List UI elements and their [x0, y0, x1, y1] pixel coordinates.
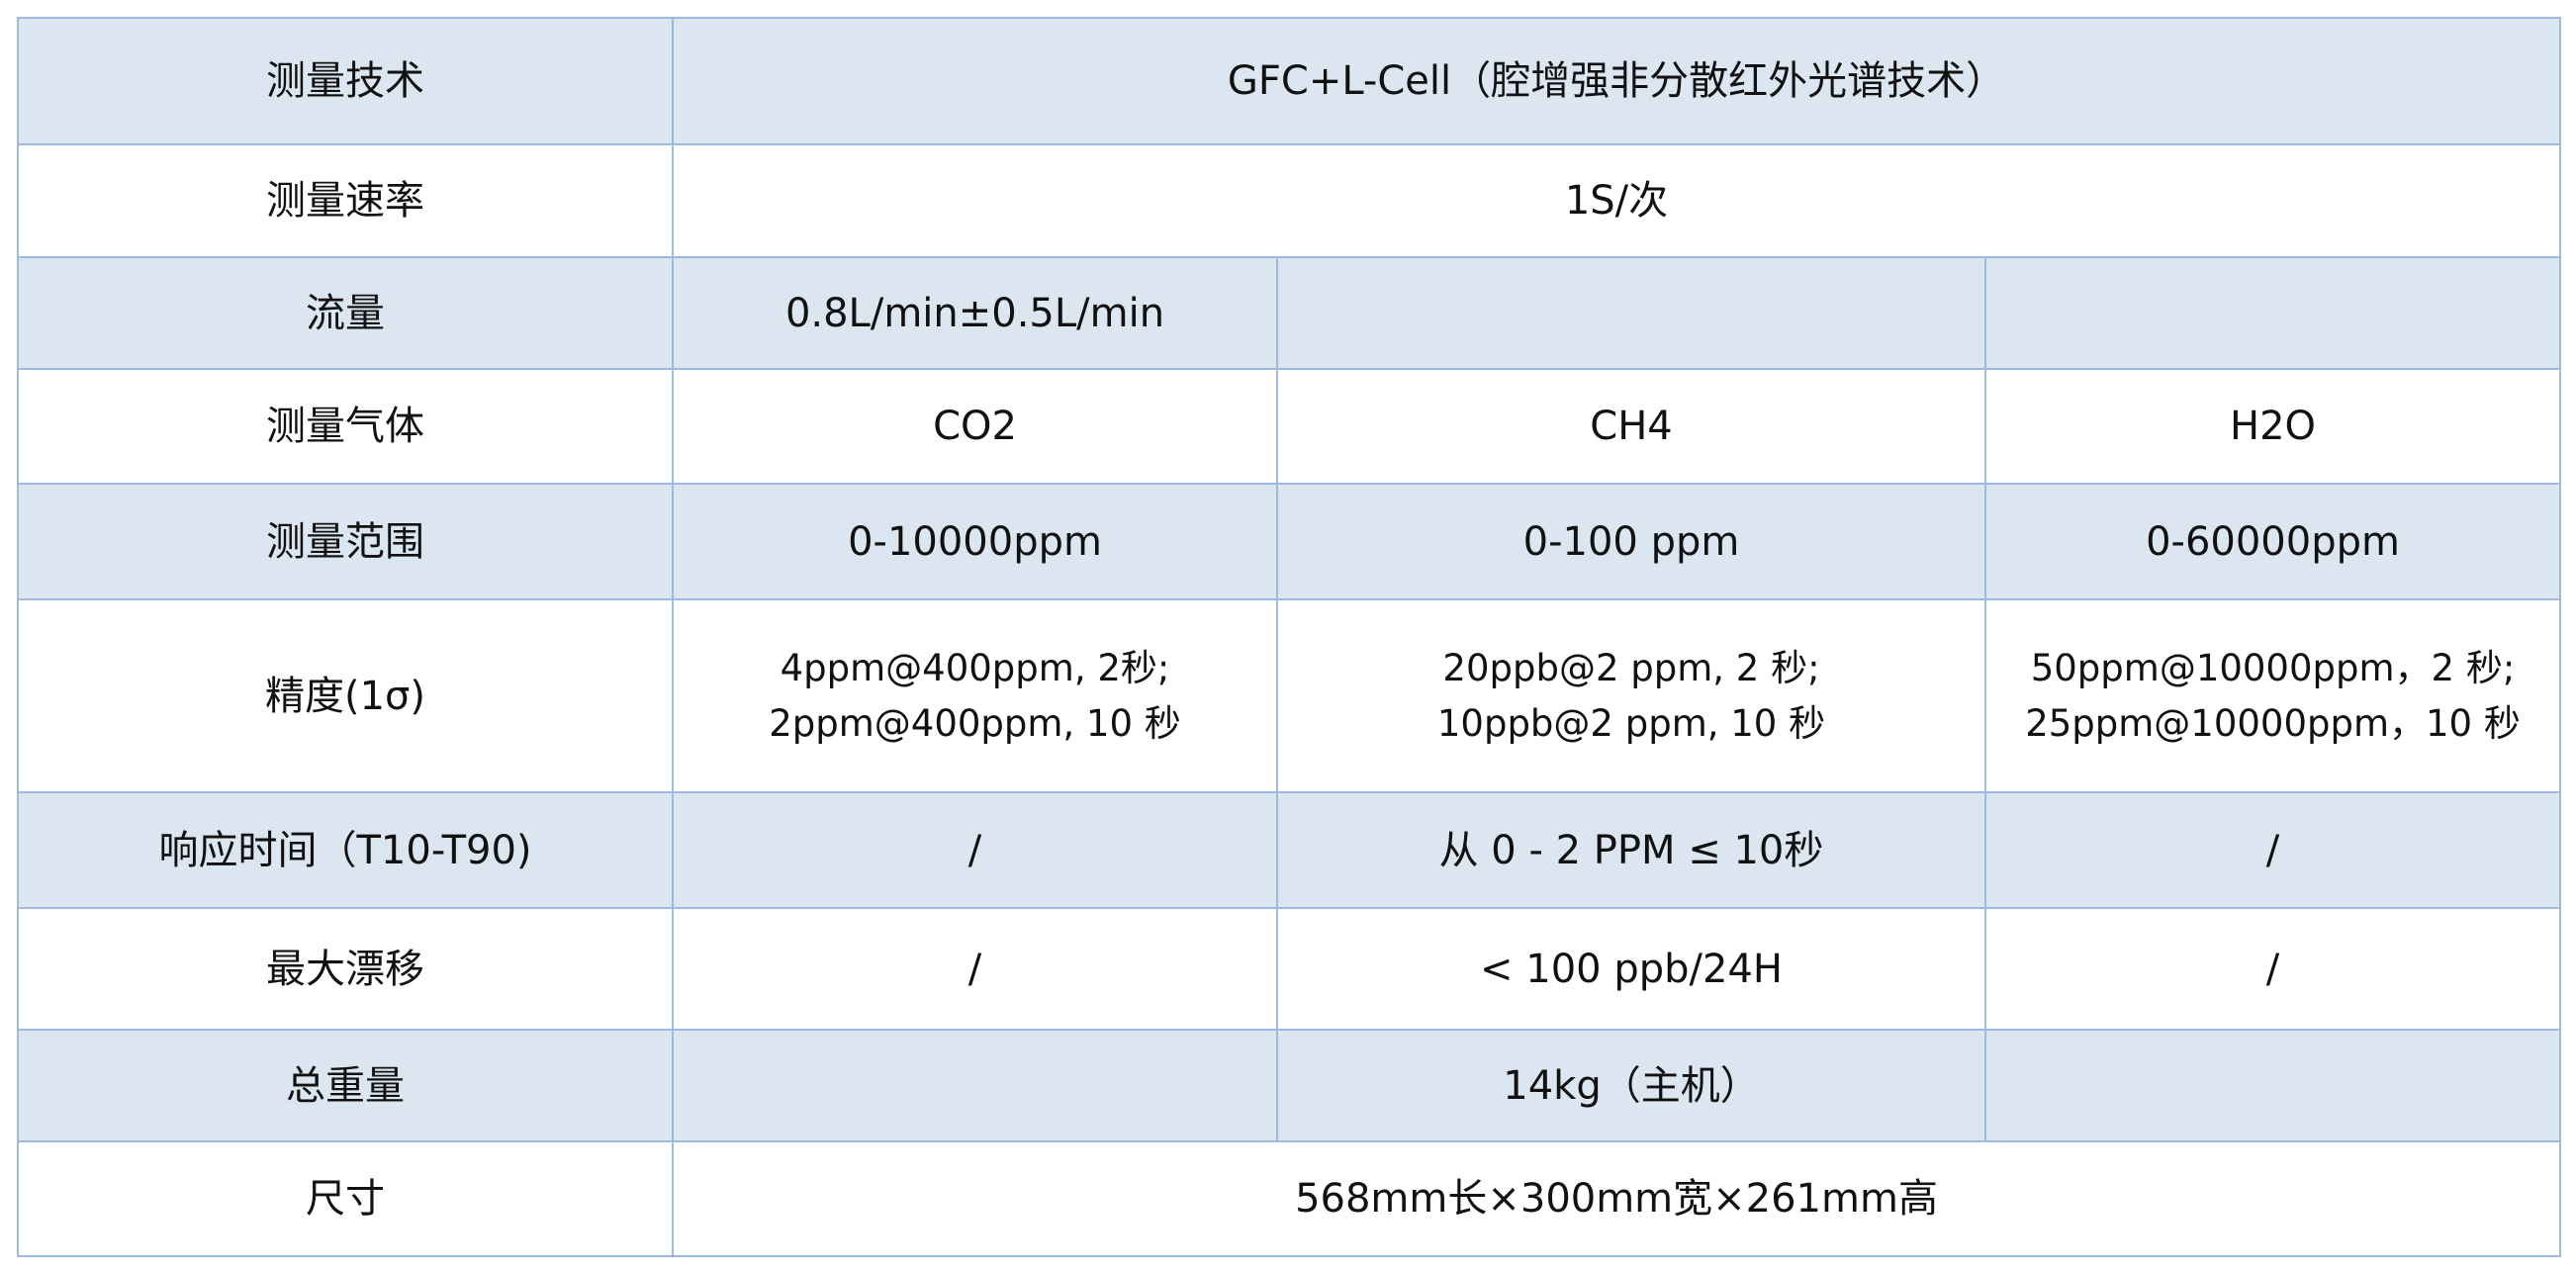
- cell-co2: 0-10000ppm: [672, 483, 1278, 600]
- cell-ch4: 20ppb@2 ppm, 2 秒; 10ppb@2 ppm, 10 秒: [1276, 598, 1986, 793]
- cell-ch4: < 100 ppb/24H: [1276, 907, 1986, 1031]
- table-row: 测量范围 0-10000ppm 0-100 ppm 0-60000ppm: [17, 483, 2562, 600]
- cell-ch4: 14kg（主机）: [1276, 1029, 1986, 1142]
- row-label: 最大漂移: [17, 907, 674, 1031]
- cell-ch4: 从 0 - 2 PPM ≤ 10秒: [1276, 791, 1986, 909]
- cell-co2: 0.8L/min±0.5L/min: [672, 256, 1278, 370]
- cell-value: 1S/次: [671, 143, 2562, 258]
- line: 50ppm@10000ppm，2 秒;: [2030, 647, 2516, 689]
- row-label: 尺寸: [17, 1140, 674, 1257]
- cell-h2o: 0-60000ppm: [1983, 483, 2562, 600]
- row-label: 精度(1σ): [17, 598, 674, 793]
- row-label: 流量: [17, 256, 674, 370]
- cell-ch4: [1276, 256, 1986, 370]
- row-label: 测量范围: [17, 483, 674, 600]
- spec-table: 测量技术 GFC+L-Cell（腔增强非分散红外光谱技术） 测量速率 1S/次 …: [17, 17, 2562, 1257]
- cell-h2o: 50ppm@10000ppm，2 秒; 25ppm@10000ppm，10 秒: [1983, 598, 2562, 793]
- table-row: 测量技术 GFC+L-Cell（腔增强非分散红外光谱技术）: [17, 17, 2562, 145]
- cell-value: GFC+L-Cell（腔增强非分散红外光谱技术）: [671, 17, 2562, 145]
- table-row: 测量气体 CO2 CH4 H2O: [17, 368, 2562, 485]
- row-label: 测量技术: [17, 17, 674, 145]
- cell-h2o: H2O: [1983, 368, 2562, 485]
- table-row: 总重量 14kg（主机）: [17, 1029, 2562, 1142]
- line: 25ppm@10000ppm，10 秒: [2025, 701, 2521, 745]
- table-row: 测量速率 1S/次: [17, 143, 2562, 258]
- cell-co2: /: [672, 907, 1278, 1031]
- table-row: 最大漂移 / < 100 ppb/24H /: [17, 907, 2562, 1031]
- row-label: 测量速率: [17, 143, 674, 258]
- row-label: 总重量: [17, 1029, 674, 1142]
- cell-co2: /: [672, 791, 1278, 909]
- cell-h2o: [1983, 1029, 2562, 1142]
- line: 4ppm@400ppm, 2秒;: [780, 647, 1170, 689]
- row-label: 响应时间（T10-T90): [17, 791, 674, 909]
- table-row: 响应时间（T10-T90) / 从 0 - 2 PPM ≤ 10秒 /: [17, 791, 2562, 909]
- line: 2ppm@400ppm, 10 秒: [769, 701, 1181, 745]
- cell-h2o: /: [1983, 907, 2562, 1031]
- table-row: 流量 0.8L/min±0.5L/min: [17, 256, 2562, 370]
- cell-co2: [672, 1029, 1278, 1142]
- line: 20ppb@2 ppm, 2 秒;: [1442, 647, 1820, 689]
- cell-ch4: 0-100 ppm: [1276, 483, 1986, 600]
- cell-h2o: [1983, 256, 2562, 370]
- cell-co2: 4ppm@400ppm, 2秒; 2ppm@400ppm, 10 秒: [672, 598, 1278, 793]
- row-label: 测量气体: [17, 368, 674, 485]
- table-row: 精度(1σ) 4ppm@400ppm, 2秒; 2ppm@400ppm, 10 …: [17, 598, 2562, 793]
- cell-co2: CO2: [672, 368, 1278, 485]
- cell-h2o: /: [1983, 791, 2562, 909]
- line: 10ppb@2 ppm, 10 秒: [1436, 701, 1826, 745]
- table-row: 尺寸 568mm长×300mm宽×261mm高: [17, 1140, 2562, 1257]
- cell-value: 568mm长×300mm宽×261mm高: [671, 1140, 2562, 1257]
- cell-ch4: CH4: [1276, 368, 1986, 485]
